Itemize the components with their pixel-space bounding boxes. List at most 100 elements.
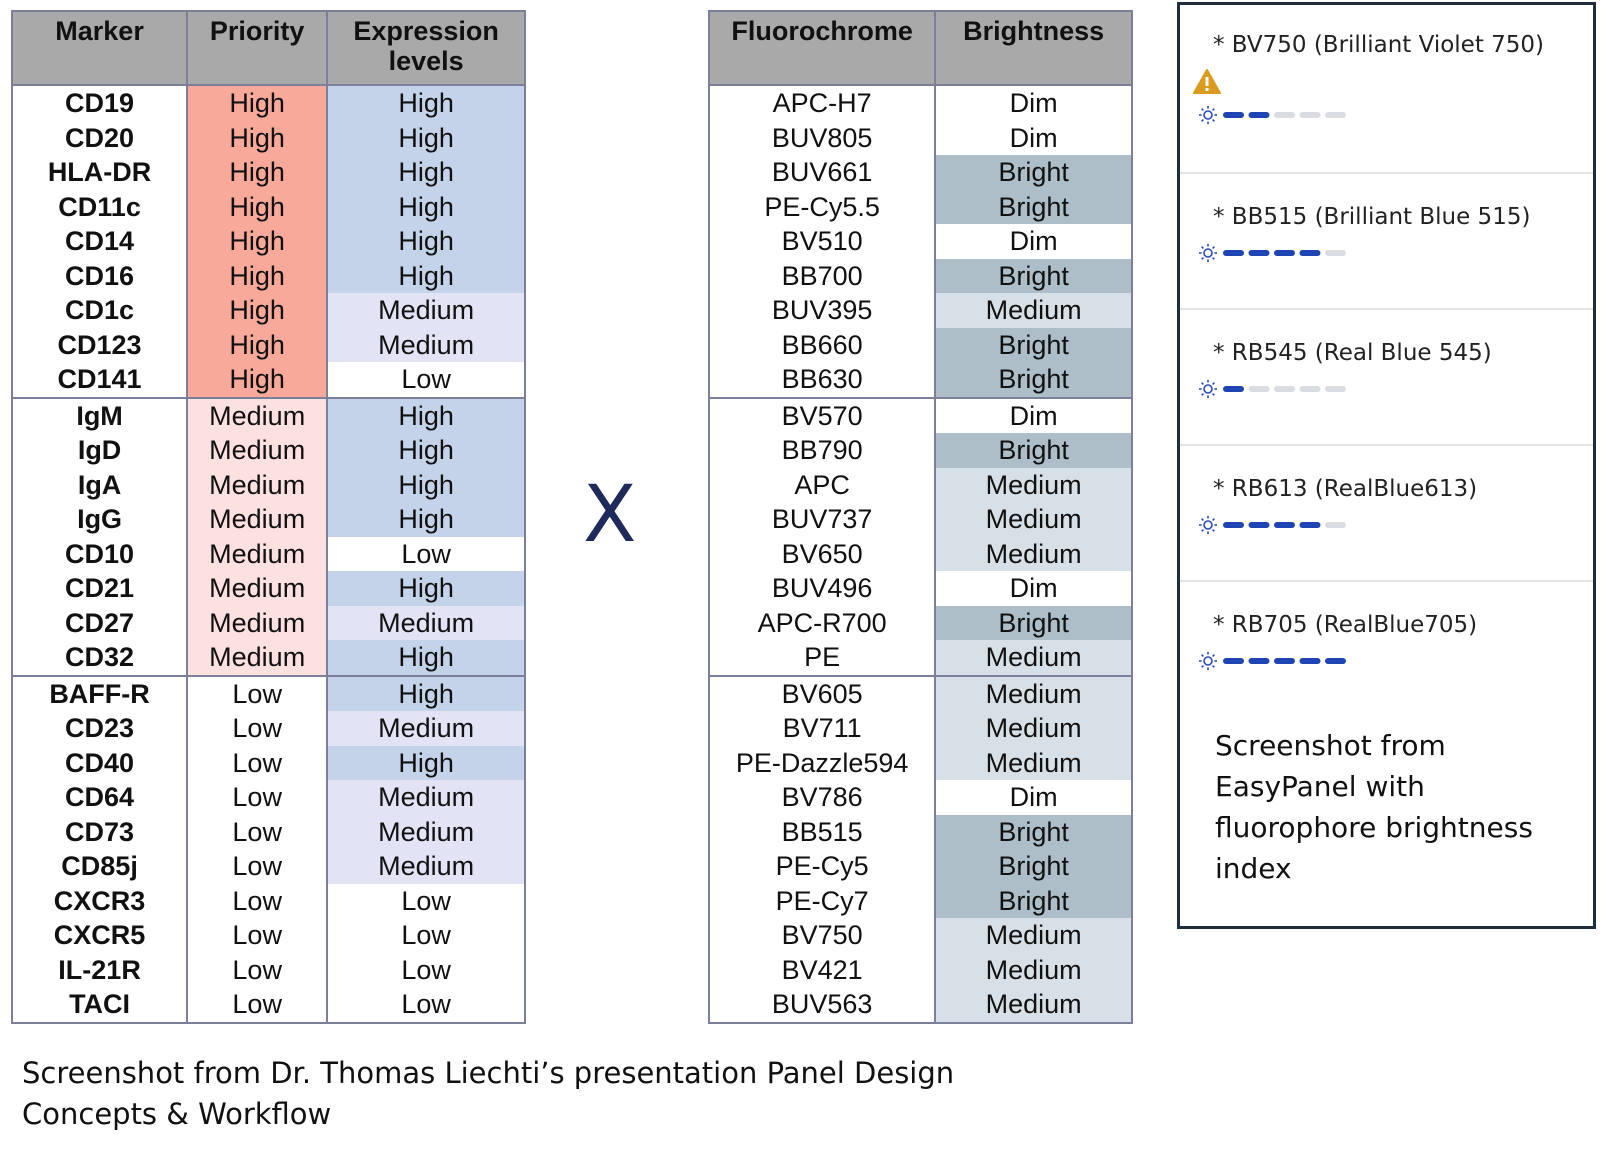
table-cell: CD19 [65,88,135,119]
sun-ray [1201,382,1204,385]
brightness-segment [1248,522,1270,528]
table-cell: Low [326,952,525,987]
header-row: Fluorochrome Brightness [709,11,1132,86]
table-cell: CD1c [65,295,135,326]
table-cell: Low [186,987,328,1023]
empty-segment [1325,112,1346,118]
table-row: CD14 High High [12,224,525,259]
table-cell: APC-H7 [772,88,872,119]
table-cell: APC [794,469,850,500]
table-cell: Low [326,883,525,918]
table-cell: CD141 [57,364,142,395]
marker-table: Marker Priority Expression levels CD19 High H… [11,10,526,1024]
table-cell: High [326,640,525,676]
brightness-indicator [1199,380,1346,398]
caption: Screenshot from Dr. Thomas Liechti’s pre… [22,1056,955,1131]
brightness-item: * RB705 (RealBlue705) [1180,580,1593,710]
table-cell: Bright [934,849,1132,884]
sun-ray [1212,257,1215,260]
table-row: CD40 Low High [12,745,525,780]
table-cell: CD23 [65,713,135,744]
table-cell: Low [186,711,328,746]
table-cell: Bright [934,189,1132,224]
panel-caption: Screenshot from EasyPanel with fluoropho… [1215,729,1533,885]
sun-ray [1201,246,1204,249]
table-cell: BV421 [781,954,863,985]
sun-ray [1201,665,1204,668]
table-row: BV421 Medium [709,952,1132,987]
table-cell: Dim [934,396,1132,433]
table-row: APC-R700 Bright [709,605,1132,640]
table-cell: BV570 [709,396,936,433]
brightness-segment [1299,658,1321,664]
table-cell: Medium [326,293,525,328]
table-cell: Low [186,849,328,884]
table-row: BAFF-R Low High [12,674,525,711]
table-cell: CD40 [65,747,135,778]
table-cell: Dim [934,780,1132,815]
table-cell: Medium [186,571,328,606]
table-row: BB630 Bright [709,362,1132,398]
brightness-segment [1248,112,1270,118]
table-cell: CD64 [65,782,135,813]
table-cell: Low [326,536,525,571]
sun-ray [1201,654,1204,657]
table-cell: High [326,674,525,711]
table-cell: CXCR3 [53,885,146,916]
table-cell: CD27 [65,607,135,638]
table-cell: Medium [186,640,328,676]
table-cell: CD11c [58,191,141,222]
table-row: TACI Low Low [12,987,525,1023]
sun-ray [1201,529,1204,532]
brightness-item: * RB545 (Real Blue 545) [1180,308,1593,446]
table-cell: BAFF-R [12,674,188,711]
table-cell: Bright [934,258,1132,293]
table-row: BUV805 Dim [709,120,1132,155]
table-cell: Medium [186,536,328,571]
table-row: PE-Dazzle594 Medium [709,745,1132,780]
table-cell: CD14 [65,226,135,257]
table-row: BV786 Dim [709,780,1132,815]
table-row: IgD Medium High [12,433,525,468]
table-row: BUV737 Medium [709,502,1132,537]
table-row: BV605 Medium [709,674,1132,711]
table-cell: Medium [326,605,525,640]
table-row: BB790 Bright [709,433,1132,468]
table-cell: BV786 [781,782,863,813]
table-cell: High [326,745,525,780]
brightness-segment [1299,250,1321,256]
table-row: PE-Cy5 Bright [709,849,1132,884]
sun-ray [1212,518,1215,521]
brightness-item: * BV750 (Brilliant Violet 750) [1180,5,1593,174]
table-row: BB660 Bright [709,327,1132,362]
sun-ray [1212,382,1215,385]
table-row: BV711 Medium [709,711,1132,746]
table-cell: BB660 [781,329,863,360]
table-cell: IL-21R [58,954,141,985]
sun-icon [1203,520,1213,530]
sun-ray [1201,393,1204,396]
brightness-segment [1248,250,1270,256]
empty-segment [1325,522,1346,528]
table-cell: PE-Cy5.5 [764,191,880,222]
table-cell: Bright [934,605,1132,640]
table-cell: High [186,189,328,224]
table-cell: High [326,120,525,155]
table-cell: IgD [77,435,122,466]
table-cell: CXCR5 [53,920,146,951]
table-row: CD123 High Medium [12,327,525,362]
table-row: PE-Cy5.5 Bright [709,189,1132,224]
column-header: Expression levels [326,11,525,86]
table-cell: Dim [934,85,1132,121]
warning-bar [1205,77,1209,86]
table-cell: Medium [934,293,1132,328]
item-label: * RB705 (RealBlue705) [1213,612,1478,638]
table-cell: BUV661 [771,157,873,188]
table-row: PE-Cy7 Bright [709,883,1132,918]
table-row: CD85j Low Medium [12,849,525,884]
item-label: * RB545 (Real Blue 545) [1213,340,1492,366]
table-cell: Dim [934,120,1132,155]
table-cell: Bright [934,362,1132,398]
sun-ray [1212,529,1215,532]
